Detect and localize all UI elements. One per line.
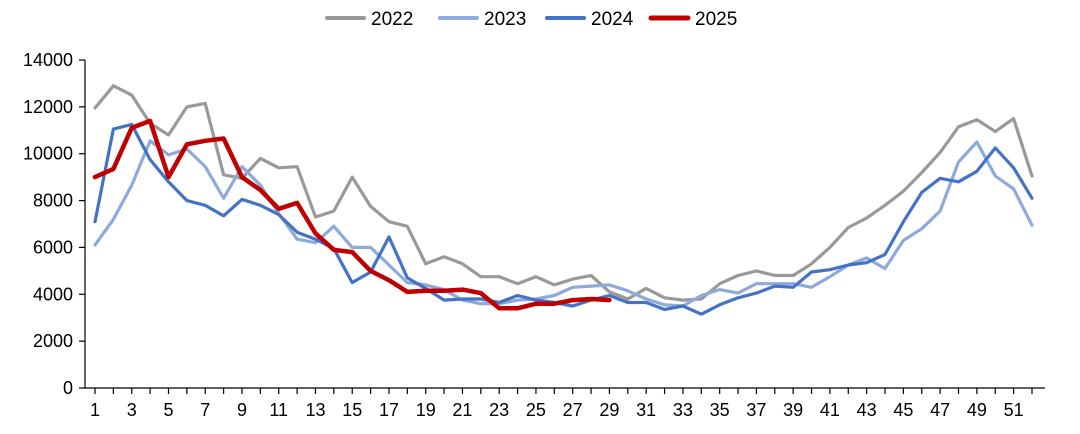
x-tick-label: 33 <box>673 400 693 420</box>
x-tick-label: 51 <box>1004 400 1024 420</box>
x-tick-label: 49 <box>967 400 987 420</box>
x-tick-label: 37 <box>746 400 766 420</box>
x-tick-label: 35 <box>710 400 730 420</box>
legend-label-2022: 2022 <box>371 9 413 30</box>
x-tick-label: 11 <box>269 400 288 420</box>
series-line-2024 <box>93 122 1034 316</box>
y-tick-label: 10000 <box>23 144 73 164</box>
x-tick-label: 3 <box>127 400 137 420</box>
series-line-2025 <box>92 118 612 311</box>
x-tick-label: 25 <box>526 400 546 420</box>
x-tick-label: 23 <box>489 400 509 420</box>
x-tick-label: 7 <box>200 400 210 420</box>
x-tick-label: 31 <box>636 400 656 420</box>
x-tick-label: 45 <box>893 400 913 420</box>
x-tick-label: 29 <box>599 400 619 420</box>
legend-label-2025: 2025 <box>695 9 737 30</box>
x-tick-label: 47 <box>930 400 950 420</box>
x-tick-label: 5 <box>163 400 173 420</box>
legend-label-2023: 2023 <box>484 9 526 30</box>
x-tick-label: 27 <box>563 400 583 420</box>
x-tick-label: 21 <box>452 400 472 420</box>
x-tick-label: 19 <box>416 400 436 420</box>
x-tick-label: 17 <box>379 400 399 420</box>
legend-label-2024: 2024 <box>591 9 634 30</box>
y-tick-label: 4000 <box>33 284 73 304</box>
y-tick-label: 6000 <box>33 237 73 257</box>
series-line-2022 <box>93 84 1034 302</box>
x-tick-label: 13 <box>305 400 325 420</box>
series-line-2023 <box>93 139 1034 308</box>
x-tick-label: 9 <box>237 400 247 420</box>
y-tick-label: 8000 <box>33 191 73 211</box>
x-tick-label: 1 <box>90 400 100 420</box>
y-tick-label: 14000 <box>23 50 73 70</box>
y-tick-label: 2000 <box>33 331 73 351</box>
y-tick-label: 12000 <box>23 97 73 117</box>
x-tick-label: 41 <box>820 400 840 420</box>
x-tick-label: 39 <box>783 400 803 420</box>
x-tick-label: 43 <box>857 400 877 420</box>
x-tick-label: 15 <box>342 400 362 420</box>
y-tick-label: 0 <box>63 378 73 398</box>
